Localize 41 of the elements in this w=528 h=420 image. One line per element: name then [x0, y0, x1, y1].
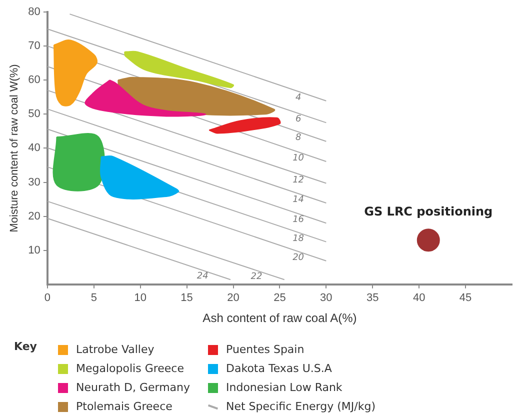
series-label: 22	[250, 272, 262, 282]
x-tick-label: 25	[274, 292, 286, 304]
legend-label: Puentes Spain	[226, 343, 304, 356]
y-tick-label: 10	[28, 244, 40, 256]
series-label: 14	[292, 194, 304, 205]
x-tick-label: 15	[180, 292, 193, 304]
series-label: 18	[292, 234, 304, 244]
legend-label: Indonesian Low Rank	[226, 381, 342, 394]
text: Net Specific Energy (MJ/kg)	[226, 400, 376, 413]
y-tick-label: 50	[28, 108, 40, 120]
y-tick-label: 30	[28, 176, 40, 188]
series-label: 16	[292, 215, 304, 226]
series-label: 4	[295, 92, 302, 103]
series-label: 10	[292, 153, 304, 164]
legend-label: Dakota Texas U.S.A	[226, 362, 332, 375]
y-tick-label: 60	[28, 74, 40, 86]
x-tick-label: 10	[134, 292, 146, 304]
series-label: GS LRC positioning	[364, 204, 493, 218]
legend-title: Key	[14, 340, 38, 355]
x-tick-label: 45	[459, 292, 472, 304]
series-label: 12	[292, 175, 304, 186]
x-tick-label: 35	[366, 292, 379, 304]
series-label: 8	[295, 133, 302, 144]
legend-label: Megalopolis Greece	[76, 362, 184, 375]
x-tick-label: 0	[44, 292, 50, 304]
legend-label: Latrobe Valley	[76, 343, 154, 356]
series-label: 6	[295, 114, 302, 125]
y-tick-label: 70	[28, 40, 40, 52]
x-tick-label: 40	[412, 292, 426, 304]
x-tick-label: 30	[320, 292, 332, 304]
x-axis-title: Ash content of raw coal A(%)	[202, 311, 357, 326]
series-label: 24	[196, 272, 209, 282]
y-tick-label: 20	[28, 210, 40, 222]
y-axis-title: Moisture content of raw coal W(%)	[8, 64, 21, 232]
y-tick-label: 40	[28, 142, 40, 154]
legend-label: Ptolemais Greece	[76, 400, 172, 413]
x-tick-label: 5	[90, 292, 97, 304]
y-tick-label: 80	[28, 6, 40, 18]
x-tick-label: 20	[227, 292, 240, 304]
legend-label: Neurath D, Germany	[76, 381, 190, 394]
series-label: 20	[292, 252, 304, 263]
